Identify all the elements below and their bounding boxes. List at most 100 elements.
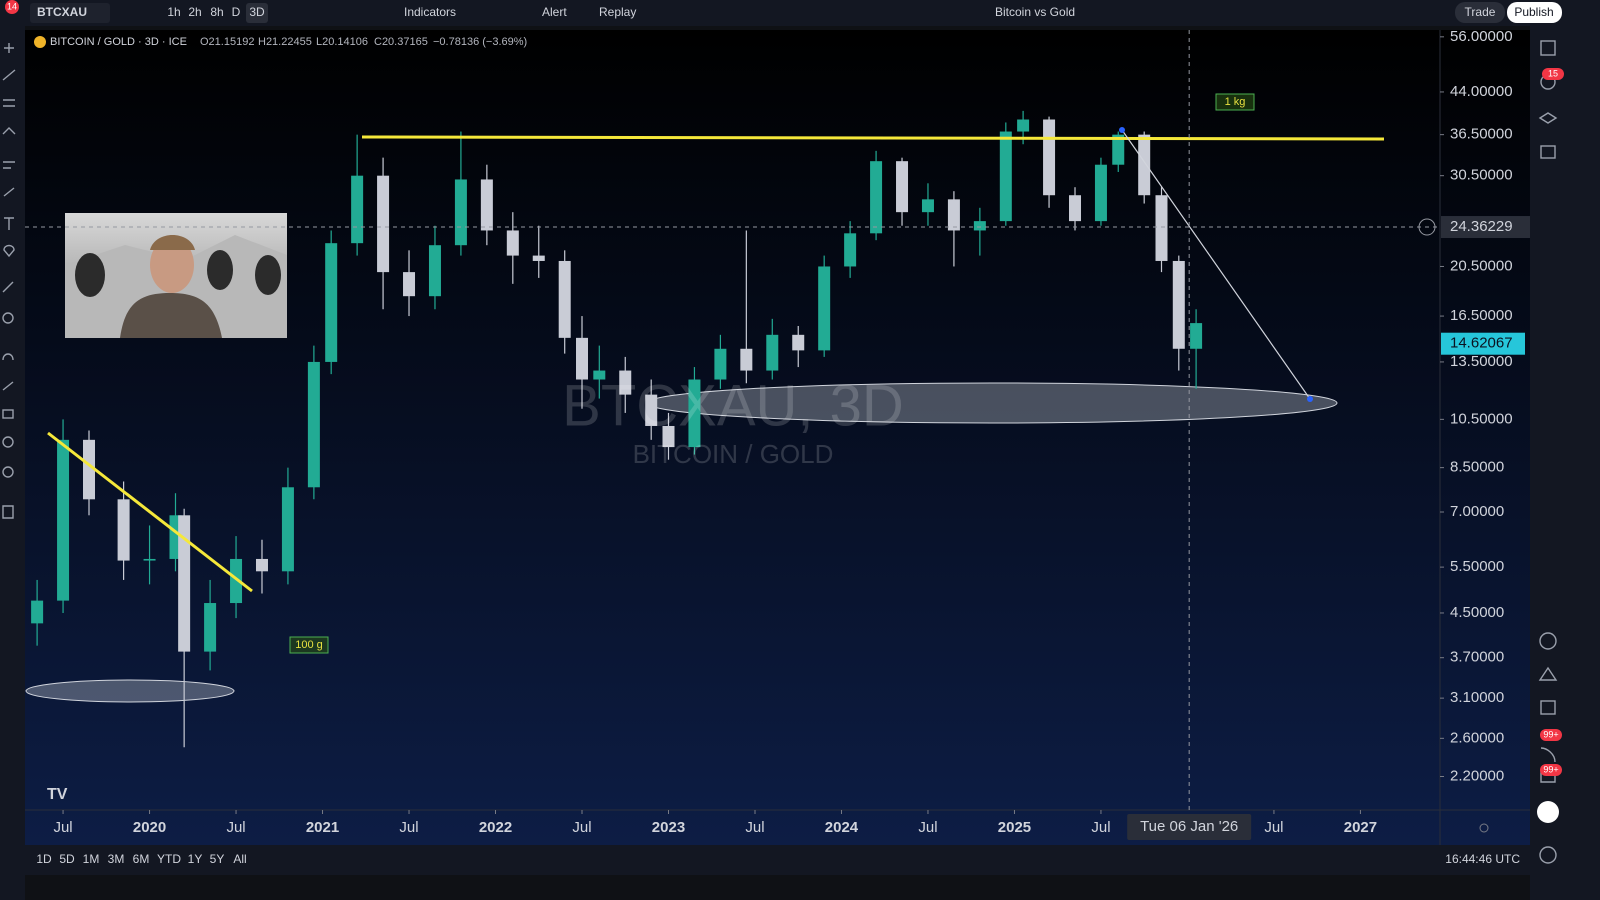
x-tick-label: Jul (226, 819, 245, 836)
x-tick-label: 2021 (306, 819, 339, 836)
range-button[interactable]: 5D (59, 852, 75, 866)
y-tick-label: 16.50000 (1450, 307, 1513, 324)
symbol-box[interactable] (30, 3, 110, 23)
candle-body (714, 348, 727, 380)
candle-body (792, 334, 805, 351)
watermark-symbol: BTCXAU, 3D (562, 373, 904, 438)
candle-body (870, 161, 883, 234)
trade-label[interactable]: Trade (1465, 5, 1496, 19)
interval-button[interactable]: 8h (210, 5, 223, 19)
range-button[interactable]: 3M (108, 852, 125, 866)
candle-body (57, 439, 70, 601)
candle-body (428, 245, 441, 297)
x-tick-label: 2020 (133, 819, 166, 836)
candle-body (230, 558, 243, 604)
last-price-box (1441, 332, 1525, 355)
candle-body (403, 272, 416, 297)
bottom-toolbar (25, 845, 1530, 875)
y-tick-label: 3.10000 (1450, 689, 1504, 706)
range-button[interactable]: 1Y (188, 852, 203, 866)
x-tick-label: Jul (1264, 819, 1283, 836)
trend-lines (47, 127, 1385, 593)
candle-body (204, 603, 217, 652)
sidebar-badge: 15 (1548, 68, 1558, 78)
candle-body (619, 370, 632, 395)
range-button[interactable]: 1D (36, 852, 52, 866)
x-tick-label: 2023 (652, 819, 685, 836)
badge (1540, 729, 1562, 741)
last-price: 14.62067 (1450, 335, 1513, 352)
legend-close: C20.37165 (374, 36, 428, 48)
y-tick-label: 7.00000 (1450, 503, 1504, 520)
settings-dot[interactable] (1479, 823, 1489, 833)
alert-button[interactable]: Alert (542, 5, 567, 19)
y-tick-label: 2.60000 (1450, 729, 1504, 746)
range-button[interactable]: 1M (83, 852, 100, 866)
candle-body (31, 600, 44, 624)
watermark-name: BITCOIN / GOLD (633, 439, 834, 469)
x-tick-label: Jul (1091, 819, 1110, 836)
left-toolbar (0, 26, 25, 900)
legend-open: O21.15192 (200, 36, 254, 48)
candle-body (688, 379, 701, 448)
active-interval (246, 3, 268, 23)
symbol[interactable]: BTCXAU (37, 5, 87, 19)
y-tick-label: 5.50000 (1450, 558, 1504, 575)
candle-body (281, 487, 294, 572)
legend-low: L20.14106 (316, 36, 368, 48)
candle-body (325, 243, 338, 362)
y-tick-label: 3.70000 (1450, 649, 1504, 666)
badge (1540, 764, 1562, 776)
candle-body (532, 255, 545, 261)
y-tick-label: 2.20000 (1450, 767, 1504, 784)
badge (5, 0, 19, 14)
replay-button[interactable]: Replay (599, 5, 636, 19)
drawing-tools (2, 43, 16, 519)
x-tick-label: 2027 (1344, 819, 1377, 836)
annotation-label: 1 kg (1225, 96, 1246, 108)
x-tick-label: Jul (572, 819, 591, 836)
indicators-button[interactable]: Indicators (404, 5, 456, 19)
crosshair-price-box (1441, 216, 1530, 239)
candle-body (662, 425, 675, 448)
clock: 16:44:46 UTC (1445, 852, 1520, 866)
candle-body (307, 361, 320, 488)
candle-body (83, 439, 96, 500)
trade-button[interactable] (1455, 2, 1505, 23)
range-button[interactable]: 6M (133, 852, 150, 866)
x-tick-label: Jul (745, 819, 764, 836)
interval-button[interactable]: 2h (188, 5, 201, 19)
x-tick-label: 2024 (825, 819, 859, 836)
x-tick-label: Jul (53, 819, 72, 836)
symbol-icon (34, 36, 46, 48)
badge (1542, 68, 1564, 80)
x-tick-label: Jul (918, 819, 937, 836)
layout-name[interactable]: Bitcoin vs Gold (995, 5, 1075, 19)
candle-body (1094, 164, 1107, 222)
candle-body (558, 260, 571, 338)
candle-body (351, 175, 364, 244)
range-button[interactable]: 5Y (210, 852, 225, 866)
annotation-box (289, 636, 329, 654)
sidebar-icons (1537, 40, 1559, 864)
right-sidebar (1530, 26, 1600, 900)
candle-body (593, 370, 606, 380)
candle-body (178, 515, 191, 652)
interval-button[interactable]: D (232, 5, 241, 19)
candle-body (844, 233, 857, 267)
interval-button[interactable]: 1h (167, 5, 180, 19)
publish-button[interactable] (1507, 2, 1562, 23)
candle-body (1172, 260, 1185, 349)
range-button[interactable]: All (233, 852, 246, 866)
y-tick-label: 10.50000 (1450, 410, 1513, 427)
y-tick-label: 13.50000 (1450, 353, 1513, 370)
chart-background (25, 30, 1530, 845)
candle-body (921, 199, 934, 213)
annotation-label: 100 g (295, 639, 323, 651)
interval-button[interactable]: 3D (249, 5, 265, 19)
range-button[interactable]: YTD (157, 852, 181, 866)
publish-label[interactable]: Publish (1514, 5, 1553, 19)
candle-body (1017, 119, 1030, 132)
candle-body (999, 131, 1012, 222)
